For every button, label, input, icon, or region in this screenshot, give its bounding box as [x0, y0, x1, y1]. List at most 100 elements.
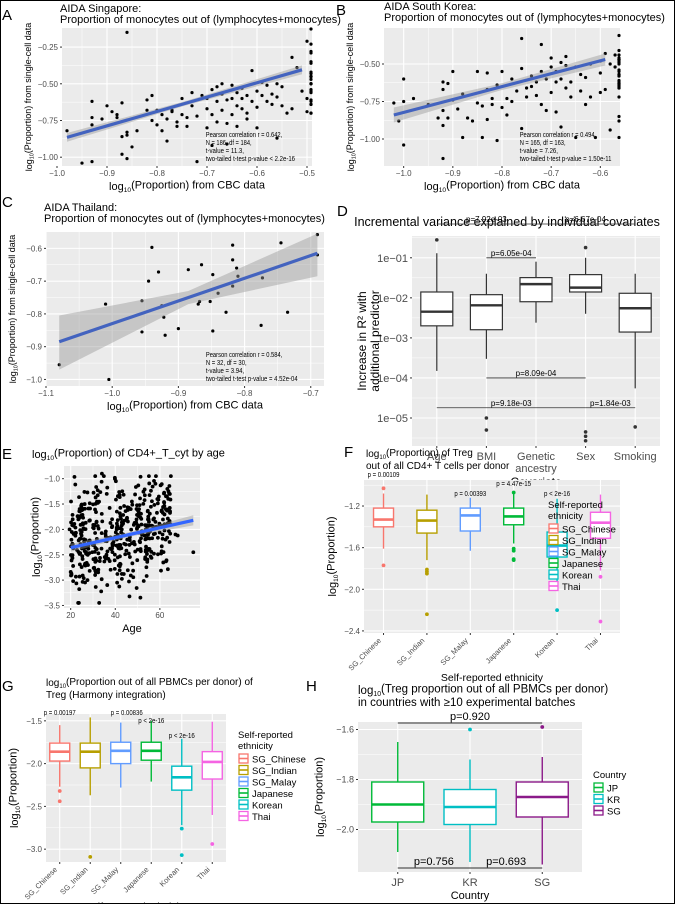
- data-point: [142, 533, 147, 538]
- data-point: [117, 511, 122, 516]
- data-point: [117, 490, 122, 494]
- regression-line: [66, 68, 303, 139]
- box-iqr: [589, 511, 612, 539]
- data-point: [255, 126, 259, 130]
- data-point: [225, 142, 229, 146]
- data-point: [137, 503, 142, 508]
- data-point: [309, 88, 313, 92]
- data-point: [309, 42, 313, 46]
- x-tick-label: −0.8: [149, 169, 165, 178]
- data-point: [190, 90, 194, 95]
- data-point: [265, 99, 269, 104]
- y-tick-label: −3.5: [44, 601, 60, 610]
- data-point: [554, 110, 558, 114]
- data-point: [295, 66, 299, 70]
- data-point: [106, 557, 111, 561]
- y-tick-label: −1.2: [344, 502, 360, 511]
- data-point: [70, 512, 75, 517]
- data-point: [144, 574, 149, 578]
- data-point: [110, 517, 114, 522]
- data-point: [156, 535, 160, 540]
- stats-annotation: two-tailed t-test p-value = 1.50e-11: [520, 156, 612, 163]
- data-point: [125, 508, 130, 512]
- y-tick-label: −1.5: [26, 717, 42, 726]
- data-point: [88, 506, 92, 511]
- box-genetic-ancestry: [519, 261, 553, 323]
- data-point: [140, 299, 144, 303]
- data-point: [159, 568, 163, 573]
- data-point: [115, 518, 120, 523]
- data-point: [163, 333, 167, 337]
- data-point: [141, 501, 146, 506]
- y-axis-label: log10(Proportion) from single-cell data: [345, 23, 358, 172]
- data-point: [165, 486, 170, 491]
- data-point: [164, 494, 168, 499]
- data-point: [96, 570, 101, 575]
- y-tick-label: −0.50: [360, 60, 381, 69]
- data-point: [145, 98, 149, 102]
- data-point: [157, 530, 162, 535]
- box-iqr: [515, 781, 569, 818]
- data-point: [117, 584, 122, 589]
- chart-title: Proportion of monocytes out of (lymphocy…: [384, 12, 665, 24]
- y-tick-label: −2.0: [336, 825, 354, 835]
- data-point: [613, 65, 617, 69]
- y-tick-label: −2.5: [26, 802, 42, 811]
- data-point: [82, 537, 87, 542]
- data-point: [92, 565, 97, 570]
- data-point: [93, 556, 98, 561]
- data-point: [159, 482, 164, 487]
- data-point: [500, 105, 504, 110]
- data-point: [104, 492, 109, 496]
- data-point: [290, 55, 294, 59]
- data-point: [231, 284, 235, 288]
- panel-label: E: [2, 446, 12, 463]
- data-point: [90, 99, 94, 104]
- y-axis-label: log10(Proportion): [8, 748, 22, 828]
- data-point: [146, 547, 151, 551]
- x-tick-label: Korean: [158, 865, 181, 888]
- data-point: [112, 475, 117, 480]
- x-tick-label: ancestry: [515, 463, 557, 475]
- y-tick-label: −1.8: [336, 775, 354, 785]
- data-point: [160, 536, 165, 541]
- data-point: [245, 117, 249, 121]
- data-point: [120, 152, 124, 156]
- data-point: [275, 82, 279, 86]
- data-point: [153, 481, 158, 486]
- x-axis-label: Self-reported ethnicity: [85, 901, 188, 904]
- data-point: [510, 99, 514, 104]
- data-point: [118, 505, 123, 510]
- box-iqr: [568, 274, 603, 293]
- box-iqr: [201, 750, 223, 780]
- data-point: [90, 115, 94, 120]
- box-iqr: [618, 292, 652, 333]
- data-point: [505, 96, 509, 101]
- data-point: [107, 377, 111, 382]
- data-point: [128, 573, 133, 578]
- data-point: [135, 513, 139, 517]
- data-point: [121, 492, 126, 497]
- comparison-pvalue: p=6.67e-04: [565, 215, 606, 224]
- chart-title: AIDA South Korea:: [384, 1, 476, 13]
- regression-line: [393, 57, 606, 117]
- data-point: [441, 123, 445, 128]
- data-point: [103, 302, 108, 306]
- data-point: [125, 30, 129, 35]
- y-tick-label: −0.6: [26, 244, 42, 253]
- box-sg: [515, 725, 569, 865]
- data-point: [143, 523, 148, 528]
- data-point: [133, 549, 138, 554]
- x-tick-label: SG_Indian: [58, 865, 89, 896]
- x-tick-label: −0.9: [445, 169, 461, 178]
- data-point: [138, 595, 143, 600]
- outlier-point: [555, 608, 559, 613]
- data-point: [138, 474, 143, 479]
- data-point: [485, 117, 489, 122]
- x-axis-label: log10(Proportion) from CBC data: [109, 180, 266, 194]
- data-point: [617, 114, 621, 119]
- data-point: [72, 522, 77, 526]
- panel-B: B AIDA South Korea:Proportion of monocyte…: [336, 1, 665, 194]
- x-tick-label: −0.7: [199, 169, 215, 178]
- x-tick-label: KR: [462, 877, 477, 889]
